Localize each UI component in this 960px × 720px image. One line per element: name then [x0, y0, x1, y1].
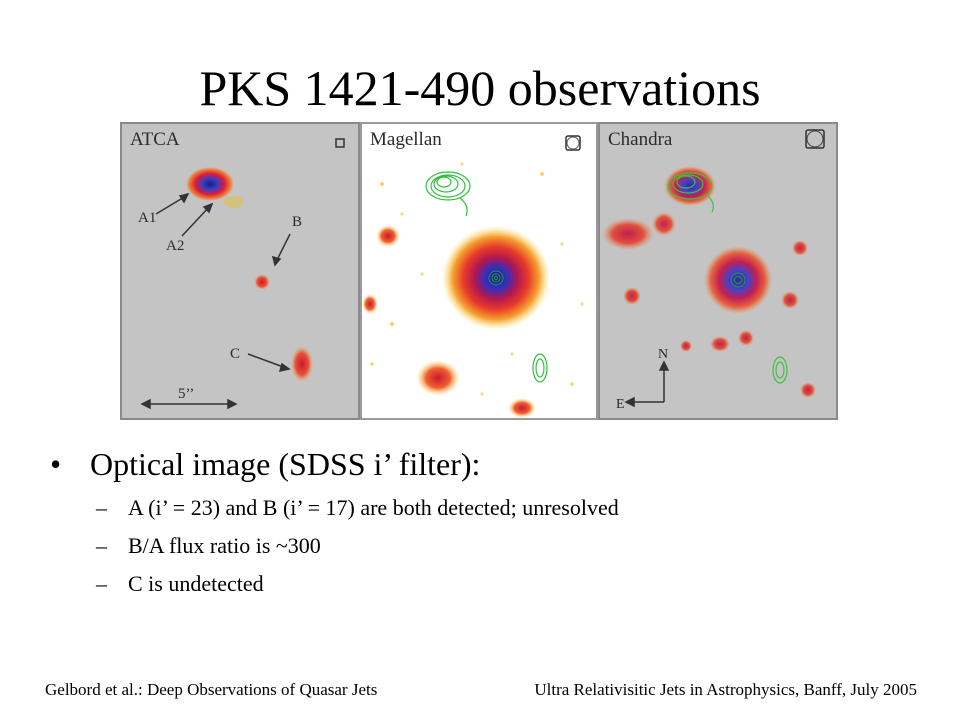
atca-label-a2: A2	[166, 238, 184, 254]
footer-left: Gelbord et al.: Deep Observations of Qua…	[45, 680, 378, 699]
magellan-optical-image	[362, 135, 584, 418]
magellan-label: Magellan	[370, 129, 442, 150]
slide-title: PKS 1421-490 observations	[199, 60, 761, 116]
footer-right: Ultra Relativisitic Jets in Astrophysics…	[534, 680, 917, 699]
atca-label: ATCA	[130, 129, 180, 150]
sub-bullet-symbol: –	[96, 571, 107, 596]
atca-label-b: B	[292, 214, 302, 230]
bullet-symbol: •	[50, 446, 62, 482]
chandra-label: Chandra	[608, 129, 673, 150]
beam-icon	[335, 138, 345, 148]
image-panels: A1 A2 B C 5’’ ATCA	[120, 122, 838, 422]
bullet-text: Optical image (SDSS i’ filter):	[90, 446, 481, 482]
sub-bullet-item: – A (i’ = 23) and B (i’ = 17) are both d…	[50, 493, 930, 523]
magellan-panel: Magellan	[360, 122, 598, 420]
bullet-list: • Optical image (SDSS i’ filter): – A (i…	[50, 443, 930, 599]
atca-scale-label: 5’’	[178, 386, 194, 402]
sub-bullet-text: B/A flux ratio is ~300	[128, 533, 321, 558]
chandra-north-label: N	[658, 347, 668, 362]
atca-panel: A1 A2 B C 5’’ ATCA	[120, 122, 360, 420]
atca-label-c: C	[230, 346, 240, 362]
chandra-east-label: E	[616, 397, 625, 412]
beam-icon	[806, 130, 824, 148]
atca-radio-map: A1 A2 B C 5’’	[138, 138, 345, 410]
chandra-panel: N E Chandra	[598, 122, 838, 420]
atca-label-a1: A1	[138, 210, 156, 226]
sub-bullet-symbol: –	[96, 533, 107, 558]
bullet-item: • Optical image (SDSS i’ filter):	[50, 443, 930, 485]
sub-bullet-text: C is undetected	[128, 571, 264, 596]
beam-icon	[566, 136, 580, 150]
sub-bullet-item: – B/A flux ratio is ~300	[50, 531, 930, 561]
chandra-xray-image: N E	[602, 129, 825, 412]
sub-bullet-text: A (i’ = 23) and B (i’ = 17) are both det…	[128, 495, 619, 520]
sub-bullet-symbol: –	[96, 495, 107, 520]
sub-bullet-item: – C is undetected	[50, 569, 930, 599]
